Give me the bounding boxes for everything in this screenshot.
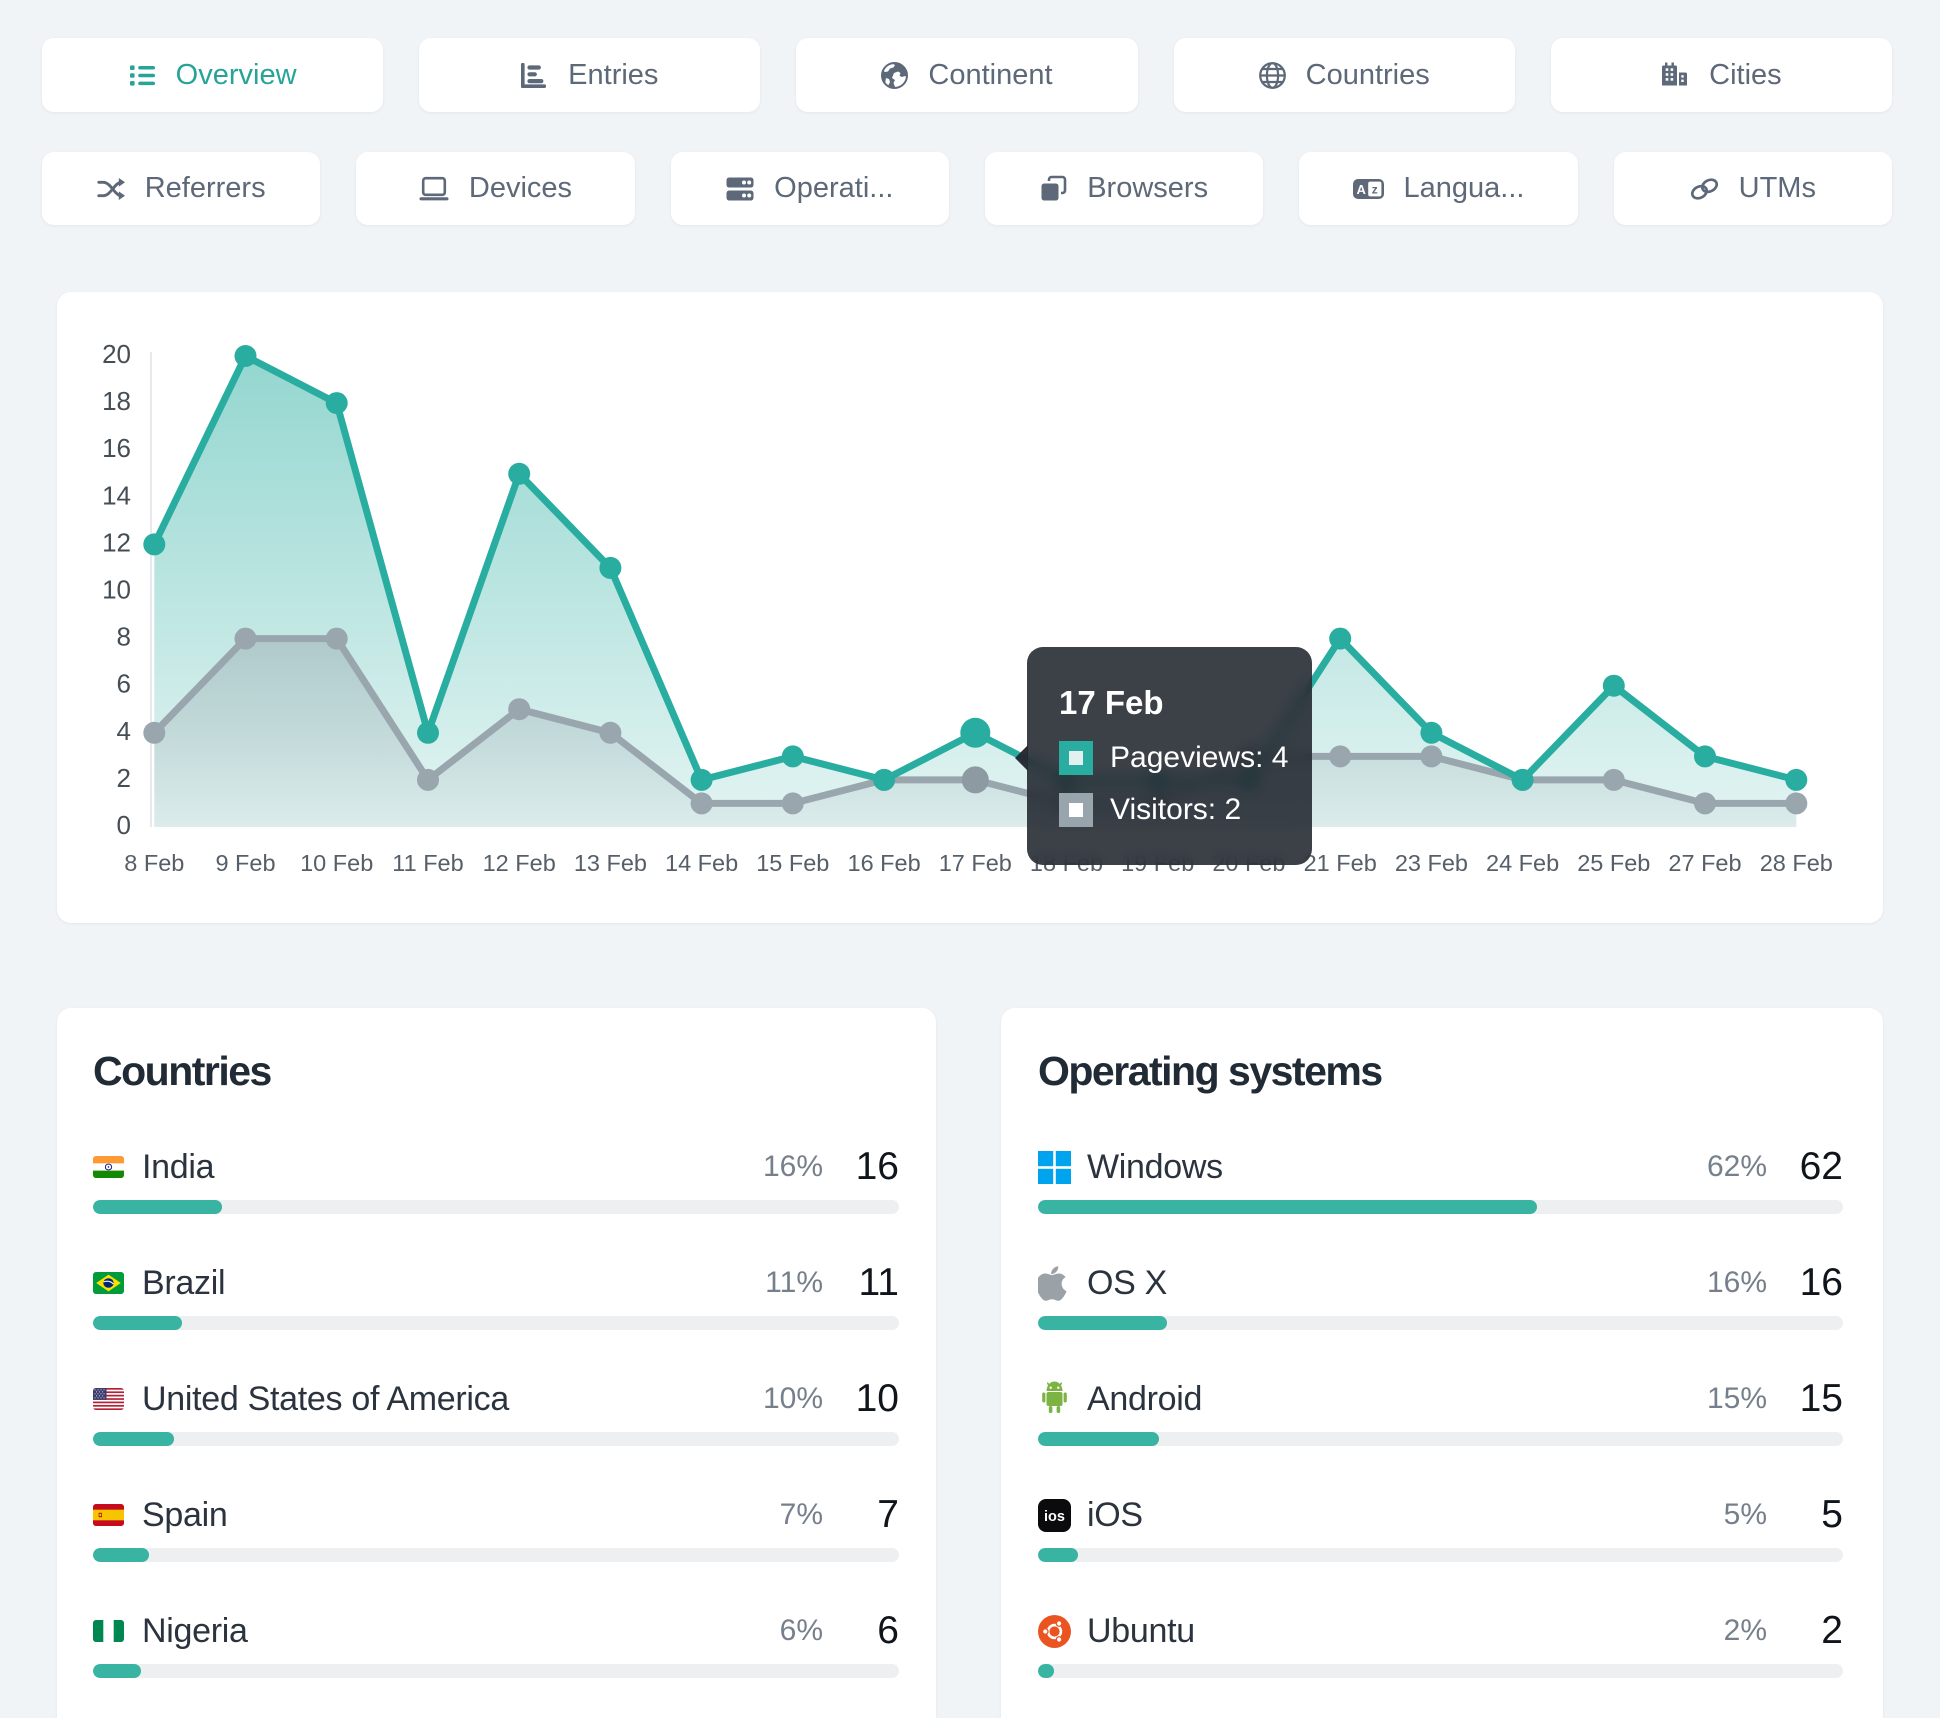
- svg-text:0: 0: [117, 810, 131, 840]
- svg-text:14: 14: [102, 480, 131, 510]
- svg-text:12: 12: [102, 527, 131, 557]
- svg-text:20: 20: [102, 339, 131, 369]
- svg-text:8: 8: [117, 622, 131, 652]
- svg-text:12 Feb: 12 Feb: [483, 850, 556, 876]
- svg-text:28 Feb: 28 Feb: [1760, 850, 1833, 876]
- svg-text:16 Feb: 16 Feb: [848, 850, 921, 876]
- svg-text:17 Feb: 17 Feb: [939, 850, 1012, 876]
- svg-text:6: 6: [117, 669, 131, 699]
- svg-text:8 Feb: 8 Feb: [124, 850, 184, 876]
- svg-text:4: 4: [117, 716, 131, 746]
- svg-text:10 Feb: 10 Feb: [300, 850, 373, 876]
- svg-text:2: 2: [117, 763, 131, 793]
- svg-text:14 Feb: 14 Feb: [665, 850, 738, 876]
- svg-text:z: z: [1371, 182, 1377, 196]
- svg-text:25 Feb: 25 Feb: [1577, 850, 1650, 876]
- svg-text:10: 10: [102, 575, 131, 605]
- svg-text:27 Feb: 27 Feb: [1668, 850, 1741, 876]
- svg-text:9 Feb: 9 Feb: [215, 850, 275, 876]
- svg-text:23 Feb: 23 Feb: [1395, 850, 1468, 876]
- svg-text:18: 18: [102, 386, 131, 416]
- svg-text:ios: ios: [1044, 1508, 1065, 1524]
- svg-text:11 Feb: 11 Feb: [392, 850, 463, 876]
- svg-text:13 Feb: 13 Feb: [574, 850, 647, 876]
- svg-text:21 Feb: 21 Feb: [1304, 850, 1377, 876]
- svg-text:15 Feb: 15 Feb: [756, 850, 829, 876]
- svg-text:16: 16: [102, 433, 131, 463]
- svg-text:A: A: [1356, 182, 1366, 197]
- svg-text:24 Feb: 24 Feb: [1486, 850, 1559, 876]
